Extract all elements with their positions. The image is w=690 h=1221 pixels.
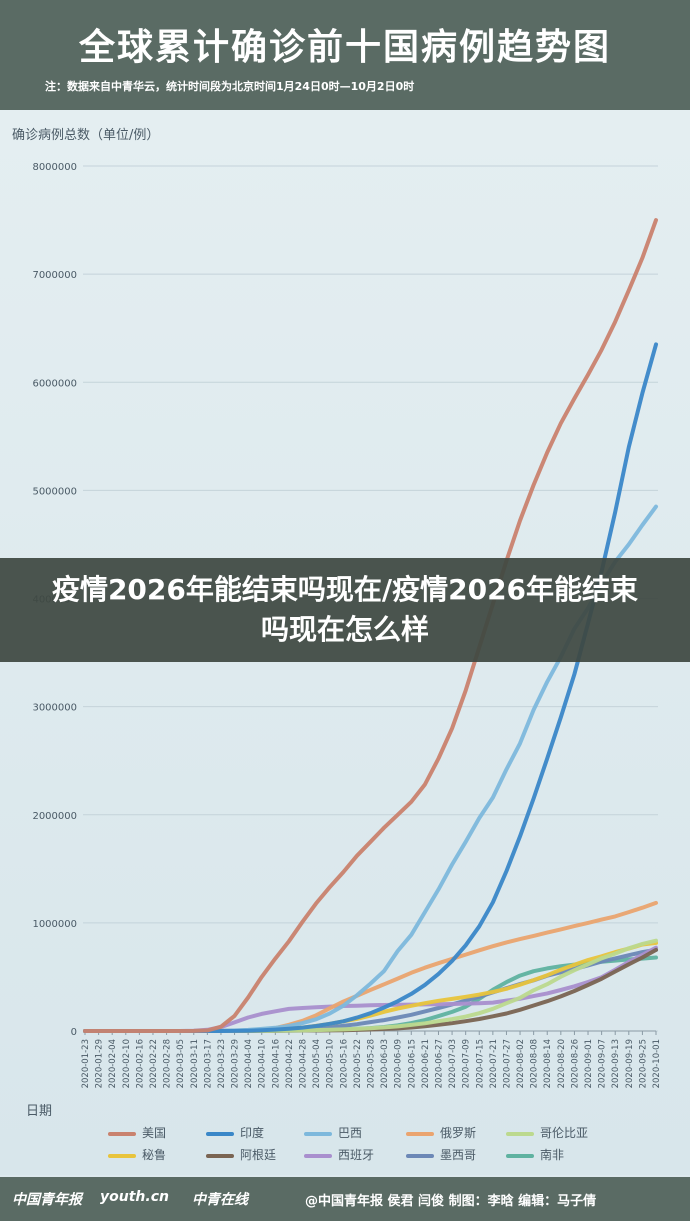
x-tick-label: 2020-04-10 — [258, 1039, 268, 1088]
legend-swatch — [304, 1153, 332, 1158]
legend-label: 南非 — [540, 1148, 565, 1162]
legend-item: 巴西 — [304, 1124, 362, 1141]
x-tick-label: 2020-06-03 — [380, 1039, 390, 1088]
x-tick-label: 2020-06-21 — [421, 1039, 431, 1088]
chart-title: 全球累计确诊前十国病例趋势图 — [78, 27, 611, 68]
x-tick-label: 2020-07-21 — [489, 1039, 499, 1088]
series-line-美国 — [83, 218, 658, 1033]
y-tick-label: 7000000 — [32, 270, 77, 281]
x-tick-label: 2020-08-20 — [557, 1039, 567, 1088]
x-tick-label: 2020-07-27 — [502, 1039, 512, 1088]
x-tick-label: 2020-04-28 — [299, 1039, 309, 1088]
x-tick-label: 2020-02-16 — [135, 1039, 145, 1088]
x-tick-label: 2020-01-29 — [95, 1039, 105, 1088]
y-axis-label: 确诊病例总数（单位/例） — [12, 128, 160, 143]
cyd-logo: 中国青年报 — [12, 1192, 82, 1208]
x-tick-label: 2020-02-04 — [108, 1039, 118, 1088]
legend-swatch — [108, 1153, 136, 1158]
legend-label: 西班牙 — [338, 1148, 375, 1162]
legend-swatch — [406, 1131, 434, 1136]
y-tick-label: 6000000 — [32, 378, 77, 389]
legend-item: 南非 — [506, 1146, 564, 1163]
legend-label: 俄罗斯 — [440, 1126, 477, 1140]
x-tick-label: 2020-05-28 — [367, 1039, 377, 1088]
headline-text: 疫情2026年能结束吗现在/疫情2026年能结束吗现在怎么样 — [51, 573, 639, 646]
legend-item: 阿根廷 — [206, 1146, 276, 1163]
x-tick-label: 2020-03-23 — [217, 1039, 227, 1088]
x-tick-label: 2020-04-22 — [285, 1039, 295, 1088]
x-tick-label: 2020-01-23 — [81, 1039, 91, 1088]
x-tick-label: 2020-08-02 — [516, 1039, 526, 1088]
legend-label: 墨西哥 — [440, 1148, 477, 1162]
x-tick-label: 2020-09-19 — [625, 1039, 635, 1088]
legend-swatch — [304, 1131, 332, 1136]
legend-swatch — [406, 1153, 434, 1158]
cyol-logo: 中青在线 — [192, 1192, 248, 1208]
x-axis-label: 日期 — [26, 1104, 53, 1119]
footer-bar: 中国青年报 youth.cn 中青在线 @中国青年报 侯君 闫俊 制图：李晗 编… — [0, 1177, 690, 1221]
x-tick-label: 2020-09-13 — [611, 1039, 621, 1088]
y-tick-label: 2000000 — [32, 811, 77, 822]
x-tick-label: 2020-03-11 — [190, 1039, 200, 1088]
x-tick-label: 2020-08-08 — [530, 1039, 540, 1088]
y-tick-label: 0 — [71, 1027, 77, 1038]
x-tick-label: 2020-05-04 — [312, 1039, 322, 1088]
legend-item: 印度 — [206, 1124, 264, 1141]
x-tick-label: 2020-09-07 — [598, 1039, 608, 1088]
y-tick-label: 1000000 — [32, 919, 77, 930]
source-note: 注：数据来自中青华云，统计时间段为北京时间1月24日0时—10月2日0时 — [45, 80, 415, 93]
x-tick-label: 2020-03-05 — [176, 1039, 186, 1088]
x-tick-label: 2020-08-14 — [543, 1039, 553, 1088]
legend-item: 墨西哥 — [406, 1146, 476, 1163]
x-tick-label: 2020-05-16 — [339, 1039, 349, 1088]
x-tick-label: 2020-06-15 — [407, 1039, 417, 1088]
x-tick-label: 2020-02-10 — [122, 1039, 132, 1088]
legend-label: 哥伦比亚 — [540, 1126, 589, 1140]
x-tick-label: 2020-02-28 — [163, 1039, 173, 1088]
legend-swatch — [206, 1131, 234, 1136]
x-tick-label: 2020-09-01 — [584, 1039, 594, 1088]
x-tick-label: 2020-02-22 — [149, 1039, 159, 1088]
legend-item: 哥伦比亚 — [506, 1124, 588, 1141]
x-tick-label: 2020-08-26 — [570, 1039, 580, 1088]
legend-item: 美国 — [108, 1124, 166, 1141]
legend-label: 巴西 — [338, 1126, 363, 1140]
x-tick-label: 2020-05-10 — [326, 1039, 336, 1088]
x-tick-label: 2020-09-25 — [638, 1039, 648, 1088]
youth-logo: youth.cn — [100, 1189, 169, 1205]
x-tick-label: 2020-07-15 — [475, 1039, 485, 1088]
x-tick-label: 2020-10-01 — [652, 1039, 662, 1088]
legend-item: 秘鲁 — [108, 1146, 166, 1163]
legend-label: 阿根廷 — [240, 1148, 277, 1162]
x-tick-label: 2020-06-09 — [394, 1039, 404, 1088]
y-tick-label: 3000000 — [32, 703, 77, 714]
x-tick-label: 2020-06-27 — [434, 1039, 444, 1088]
credit-line: @中国青年报 侯君 闫俊 制图：李晗 编辑：马子倩 — [305, 1194, 597, 1209]
legend-swatch — [206, 1153, 234, 1158]
x-tick-label: 2020-07-09 — [462, 1039, 472, 1088]
legend-label: 秘鲁 — [142, 1148, 167, 1162]
x-tick-label: 2020-04-16 — [271, 1039, 281, 1088]
x-tick-label: 2020-05-22 — [353, 1039, 363, 1088]
y-tick-label: 8000000 — [32, 162, 77, 173]
headline-overlay: 疫情2026年能结束吗现在/疫情2026年能结束吗现在怎么样 — [0, 558, 690, 662]
legend-swatch — [506, 1153, 534, 1158]
y-tick-label: 5000000 — [32, 486, 77, 497]
legend-swatch — [506, 1131, 534, 1136]
x-tick-label: 2020-03-29 — [231, 1039, 241, 1088]
header-banner: 全球累计确诊前十国病例趋势图 注：数据来自中青华云，统计时间段为北京时间1月24… — [0, 0, 690, 110]
x-tick-label: 2020-04-04 — [244, 1039, 254, 1088]
x-tick-label: 2020-07-03 — [448, 1039, 458, 1088]
legend-item: 西班牙 — [304, 1146, 374, 1163]
x-tick-label: 2020-03-17 — [203, 1039, 213, 1088]
legend-label: 美国 — [142, 1126, 167, 1140]
legend-item: 俄罗斯 — [406, 1124, 476, 1141]
legend-swatch — [108, 1131, 136, 1136]
legend-label: 印度 — [240, 1126, 265, 1140]
